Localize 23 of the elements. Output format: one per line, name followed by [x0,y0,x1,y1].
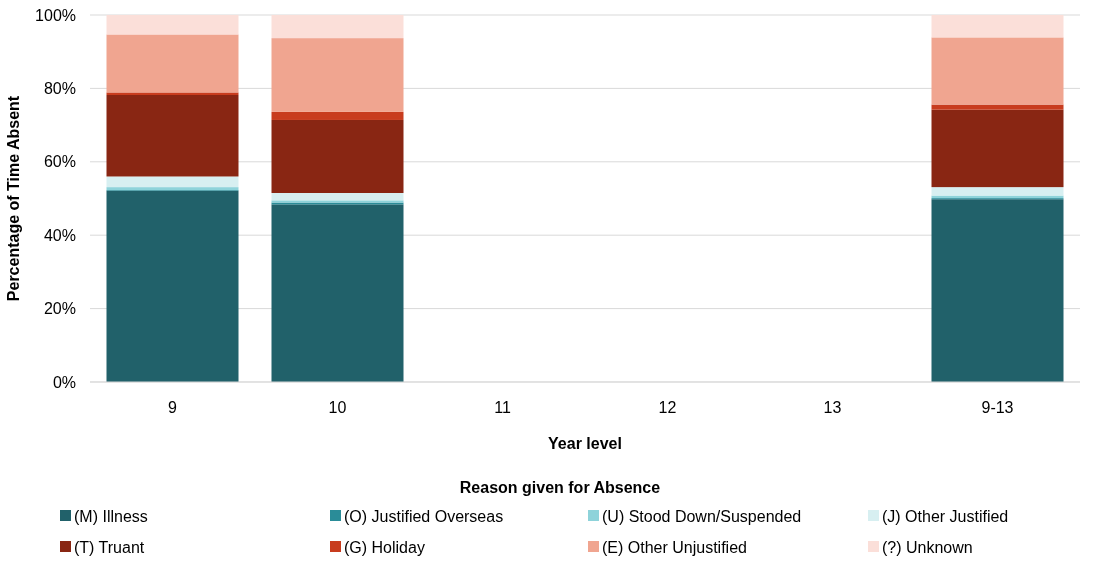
y-tick-label: 0% [52,373,76,391]
y-tick-label: 40% [43,226,76,244]
x-axis-title: Year level [548,435,622,452]
legend-label: (U) Stood Down/Suspended [602,507,802,525]
y-tick-label: 80% [43,80,76,97]
legend-label: (?) Unknown [882,538,973,556]
y-tick-label: 20% [43,300,76,318]
legend-label: (M) Illness [74,507,148,525]
x-tick-label: 11 [494,399,511,416]
x-tick-label: 13 [823,399,842,416]
legend-label: (E) Other Unjustified [602,538,747,556]
x-tick-label: 12 [658,399,677,416]
legend-label: (O) Justified Overseas [344,507,504,525]
y-tick-label: 100% [35,6,76,24]
x-tick-label: 9 [168,399,178,416]
x-tick-label: 9-13 [981,399,1014,416]
x-tick-label: 10 [328,399,347,416]
y-axis-title: Percentage of Time Absent [5,95,22,302]
y-tick-label: 60% [43,153,76,171]
legend-label: (T) Truant [74,538,145,556]
legend-label: (G) Holiday [344,538,425,556]
legend-label: (J) Other Justified [882,507,1009,525]
legend-title: Reason given for Absence [459,479,661,496]
